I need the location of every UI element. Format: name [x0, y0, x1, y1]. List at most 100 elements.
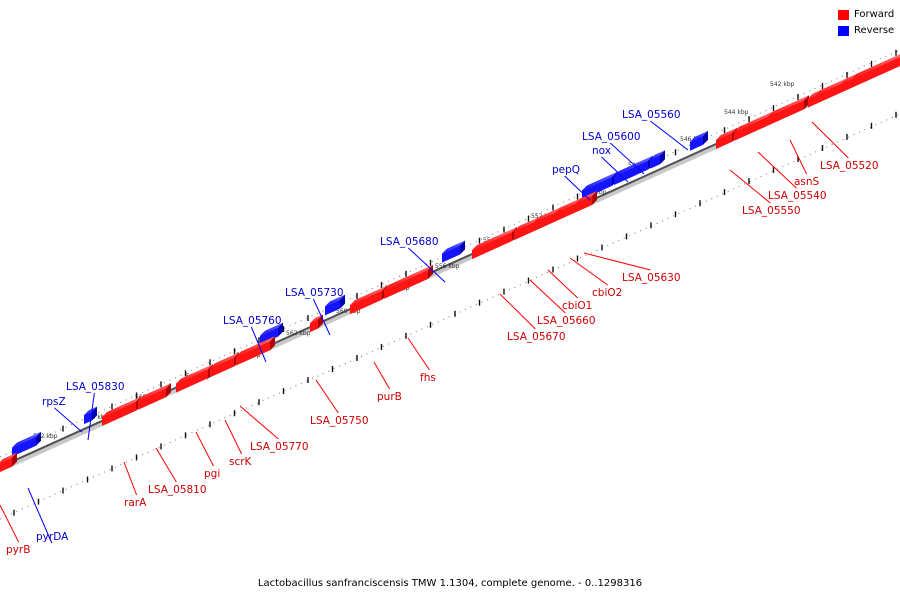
gene-leader-lines — [0, 120, 849, 544]
reverse-gene — [442, 240, 465, 263]
forward-gene — [210, 352, 239, 378]
gene-front-face — [716, 132, 732, 150]
gene-front-face — [325, 299, 340, 316]
gene-top-face — [138, 383, 171, 401]
gene-front-face — [768, 100, 804, 126]
gene-front-face — [472, 232, 512, 260]
gene-top-face — [260, 322, 283, 336]
reverse-gene — [690, 130, 708, 151]
gene-label: pyrDA — [36, 531, 69, 543]
reverse-gene — [12, 431, 41, 457]
gene-leader-line — [610, 142, 645, 175]
reverse-gene — [84, 406, 97, 425]
gene-leader-line — [373, 361, 391, 390]
gene-top-face — [614, 155, 653, 177]
gene-top-face — [816, 78, 847, 95]
gene-label: purB — [377, 391, 402, 403]
gene-top-face — [534, 207, 561, 223]
gene-front-face — [614, 160, 648, 186]
gene-label: asnS — [794, 176, 820, 188]
gene-top-face — [808, 89, 821, 99]
gene-front-face — [236, 341, 270, 366]
gene-top-face — [556, 198, 581, 213]
gene-leader-line — [27, 487, 53, 544]
gene-top-face — [768, 95, 809, 117]
gene-front-face — [350, 290, 382, 315]
gene-top-face — [716, 127, 737, 141]
gene-front-face — [816, 83, 842, 104]
tick-label: 570 kbp — [84, 414, 109, 421]
gene-top-face — [650, 150, 665, 160]
gene-top-face — [582, 171, 617, 191]
forward-gene — [138, 383, 171, 410]
gene-side-face — [340, 294, 345, 309]
gene-features — [0, 54, 900, 472]
gene-front-face — [842, 78, 852, 93]
gene-leader-line — [529, 279, 566, 314]
gene-front-face — [176, 369, 208, 393]
forward-gene — [176, 364, 213, 393]
gene-label: pepQ — [552, 164, 580, 176]
gene-leader-line — [564, 175, 591, 201]
gene-leader-line — [789, 139, 808, 175]
gene-leader-line — [155, 447, 177, 483]
gene-front-face — [12, 436, 36, 457]
gene-label: LSA_05750 — [310, 415, 369, 427]
reverse-swatch — [838, 25, 849, 36]
gene-label: LSA_05550 — [742, 205, 801, 217]
gene-front-face — [84, 411, 92, 425]
gene-front-face — [576, 195, 592, 213]
forward-gene — [852, 54, 900, 88]
gene-leader-line — [239, 405, 279, 440]
tick-label: 556 kbp — [435, 263, 460, 270]
gene-leader-line — [729, 169, 771, 204]
gene-front-face — [260, 327, 278, 345]
gene-leader-line — [87, 392, 95, 441]
legend-reverse: Reverse — [838, 25, 894, 36]
gene-top-face — [442, 240, 465, 254]
tick-label: 544 kbp — [724, 109, 749, 116]
gene-side-face — [36, 431, 41, 446]
gene-top-face — [84, 406, 97, 416]
gene-top-face — [102, 396, 141, 417]
gene-label: fhs — [420, 372, 436, 384]
gene-label: LSA_05600 — [582, 131, 641, 143]
gene-front-face — [514, 222, 534, 241]
gene-front-face — [310, 319, 318, 333]
gene-label: LSA_05770 — [250, 441, 309, 453]
gene-label: cbiO2 — [592, 287, 622, 299]
gene-leader-line — [315, 379, 339, 414]
gene-side-face — [166, 383, 171, 398]
gene-top-face — [0, 452, 17, 463]
gene-leader-line — [569, 257, 609, 286]
gene-leader-line — [757, 151, 797, 189]
forward-swatch — [838, 9, 849, 20]
gene-label: LSA_05630 — [622, 272, 681, 284]
gene-top-face — [734, 111, 773, 132]
gene-front-face — [852, 57, 900, 88]
gene-leader-line — [54, 407, 83, 433]
gene-side-face — [660, 150, 665, 165]
legend-forward: Forward — [838, 9, 894, 20]
gene-top-face — [12, 431, 41, 448]
gene-label: LSA_05680 — [380, 236, 439, 248]
gene-top-face — [472, 227, 517, 251]
reverse-gene — [325, 294, 345, 316]
reverse-gene — [260, 322, 283, 345]
forward-gene — [0, 452, 17, 472]
tick-label: 560 kbp — [336, 308, 361, 315]
gene-front-face — [582, 176, 612, 200]
gene-leader-line — [123, 461, 138, 496]
genome-caption: Lactobacillus sanfranciscensis TMW 1.130… — [257, 578, 643, 589]
gene-label: LSA_05810 — [148, 484, 207, 496]
gene-leader-line — [0, 504, 20, 543]
gene-label: LSA_05520 — [820, 160, 879, 172]
gene-top-face — [310, 314, 323, 324]
gene-top-face — [176, 364, 213, 384]
gene-front-face — [734, 116, 768, 141]
gene-side-face — [428, 264, 433, 279]
gene-leader-line — [583, 252, 651, 271]
gene-front-face — [808, 94, 816, 108]
tick-label: 562 kbp — [286, 330, 311, 337]
forward-gene — [236, 336, 275, 366]
